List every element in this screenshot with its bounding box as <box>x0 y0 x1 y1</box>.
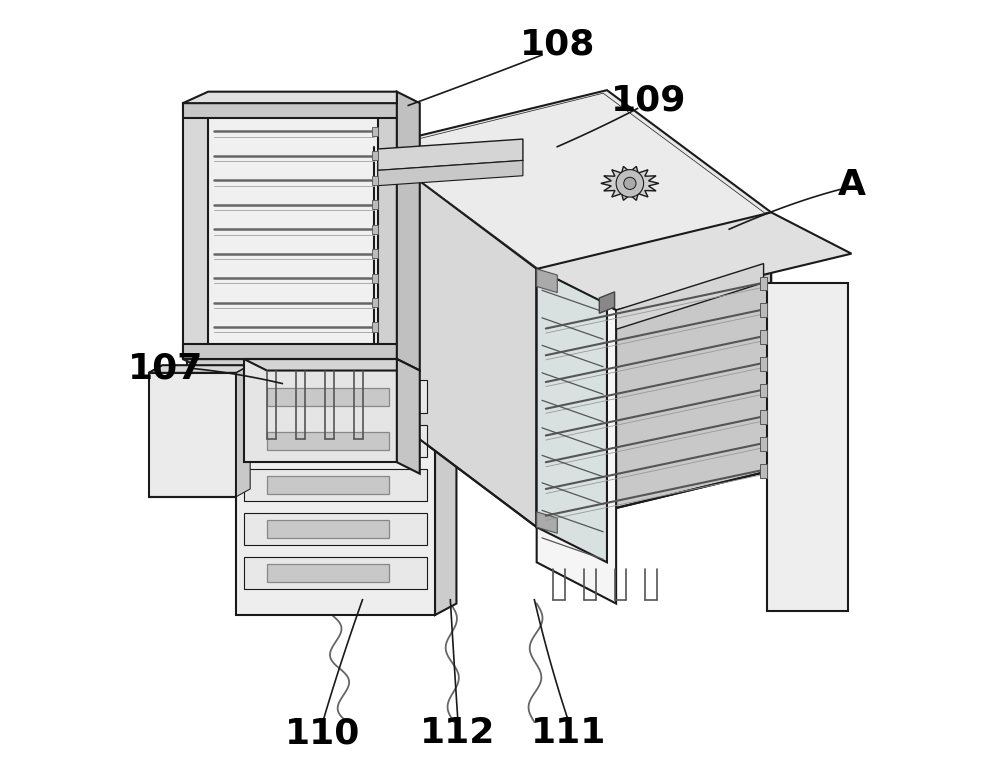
Polygon shape <box>183 103 208 359</box>
Polygon shape <box>537 512 557 533</box>
Polygon shape <box>372 322 378 332</box>
Polygon shape <box>244 468 427 501</box>
Polygon shape <box>372 298 378 307</box>
Polygon shape <box>537 269 616 604</box>
Polygon shape <box>537 212 851 310</box>
Polygon shape <box>236 373 435 615</box>
Polygon shape <box>374 147 537 527</box>
Polygon shape <box>760 277 767 290</box>
Polygon shape <box>537 212 771 527</box>
Polygon shape <box>183 92 397 103</box>
Polygon shape <box>236 365 250 497</box>
Circle shape <box>616 170 644 197</box>
Text: 108: 108 <box>520 28 595 61</box>
Polygon shape <box>267 432 389 450</box>
Polygon shape <box>183 359 267 371</box>
Polygon shape <box>760 384 767 397</box>
Polygon shape <box>760 357 767 371</box>
Polygon shape <box>378 103 397 359</box>
Polygon shape <box>183 344 397 359</box>
Polygon shape <box>599 292 615 313</box>
Polygon shape <box>616 264 764 329</box>
Polygon shape <box>372 249 378 258</box>
Polygon shape <box>244 557 427 589</box>
Polygon shape <box>267 387 389 406</box>
Polygon shape <box>372 274 378 283</box>
Polygon shape <box>149 373 236 497</box>
Polygon shape <box>244 513 427 545</box>
Polygon shape <box>372 225 378 234</box>
Polygon shape <box>760 330 767 344</box>
Circle shape <box>624 177 636 189</box>
Text: 112: 112 <box>420 717 496 750</box>
Polygon shape <box>760 437 767 451</box>
Polygon shape <box>267 476 389 494</box>
Text: 109: 109 <box>611 84 687 118</box>
Text: 110: 110 <box>285 717 360 750</box>
Polygon shape <box>244 425 427 457</box>
Polygon shape <box>760 303 767 317</box>
Polygon shape <box>374 90 771 269</box>
Polygon shape <box>378 160 523 186</box>
Polygon shape <box>187 359 244 462</box>
Polygon shape <box>372 176 378 185</box>
Text: 107: 107 <box>128 351 203 385</box>
Polygon shape <box>244 359 397 462</box>
Polygon shape <box>149 365 250 373</box>
Polygon shape <box>378 93 766 270</box>
Polygon shape <box>378 139 523 170</box>
Polygon shape <box>244 380 427 413</box>
Polygon shape <box>397 92 420 371</box>
Polygon shape <box>435 361 456 615</box>
Polygon shape <box>244 359 420 371</box>
Polygon shape <box>372 200 378 209</box>
Text: A: A <box>837 168 865 202</box>
Polygon shape <box>767 283 848 611</box>
Polygon shape <box>760 410 767 424</box>
Polygon shape <box>372 151 378 160</box>
Polygon shape <box>760 464 767 478</box>
Polygon shape <box>267 520 389 538</box>
Text: 111: 111 <box>531 717 606 750</box>
Polygon shape <box>267 564 389 582</box>
Polygon shape <box>236 361 456 373</box>
Polygon shape <box>537 269 607 562</box>
Polygon shape <box>601 167 659 200</box>
Polygon shape <box>372 127 378 136</box>
Polygon shape <box>537 269 557 293</box>
Polygon shape <box>208 118 378 344</box>
Polygon shape <box>183 103 397 118</box>
Polygon shape <box>397 359 420 474</box>
